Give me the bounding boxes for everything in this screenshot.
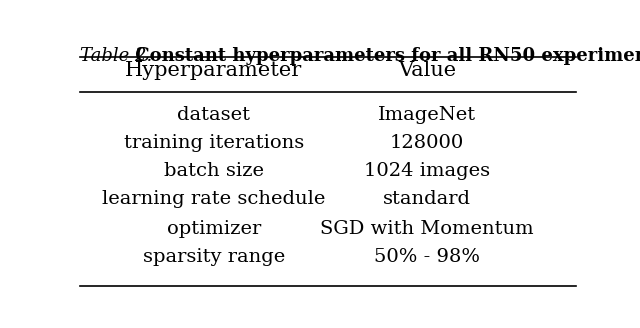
Text: sparsity range: sparsity range	[143, 248, 285, 266]
Text: ImageNet: ImageNet	[378, 106, 476, 124]
Text: standard: standard	[383, 191, 471, 209]
Text: optimizer: optimizer	[167, 220, 261, 238]
Text: 128000: 128000	[390, 134, 465, 152]
Text: training iterations: training iterations	[124, 134, 304, 152]
Text: 1024 images: 1024 images	[364, 162, 490, 180]
Text: Table 2.: Table 2.	[80, 47, 152, 65]
Text: dataset: dataset	[177, 106, 250, 124]
Text: learning rate schedule: learning rate schedule	[102, 191, 326, 209]
Text: batch size: batch size	[164, 162, 264, 180]
Text: SGD with Momentum: SGD with Momentum	[321, 220, 534, 238]
Text: 50% - 98%: 50% - 98%	[374, 248, 480, 266]
Text: Hyperparameter: Hyperparameter	[125, 61, 303, 80]
Text: Value: Value	[398, 61, 456, 80]
Text: Constant hyperparameters for all RN50 experiments: Constant hyperparameters for all RN50 ex…	[129, 47, 640, 65]
